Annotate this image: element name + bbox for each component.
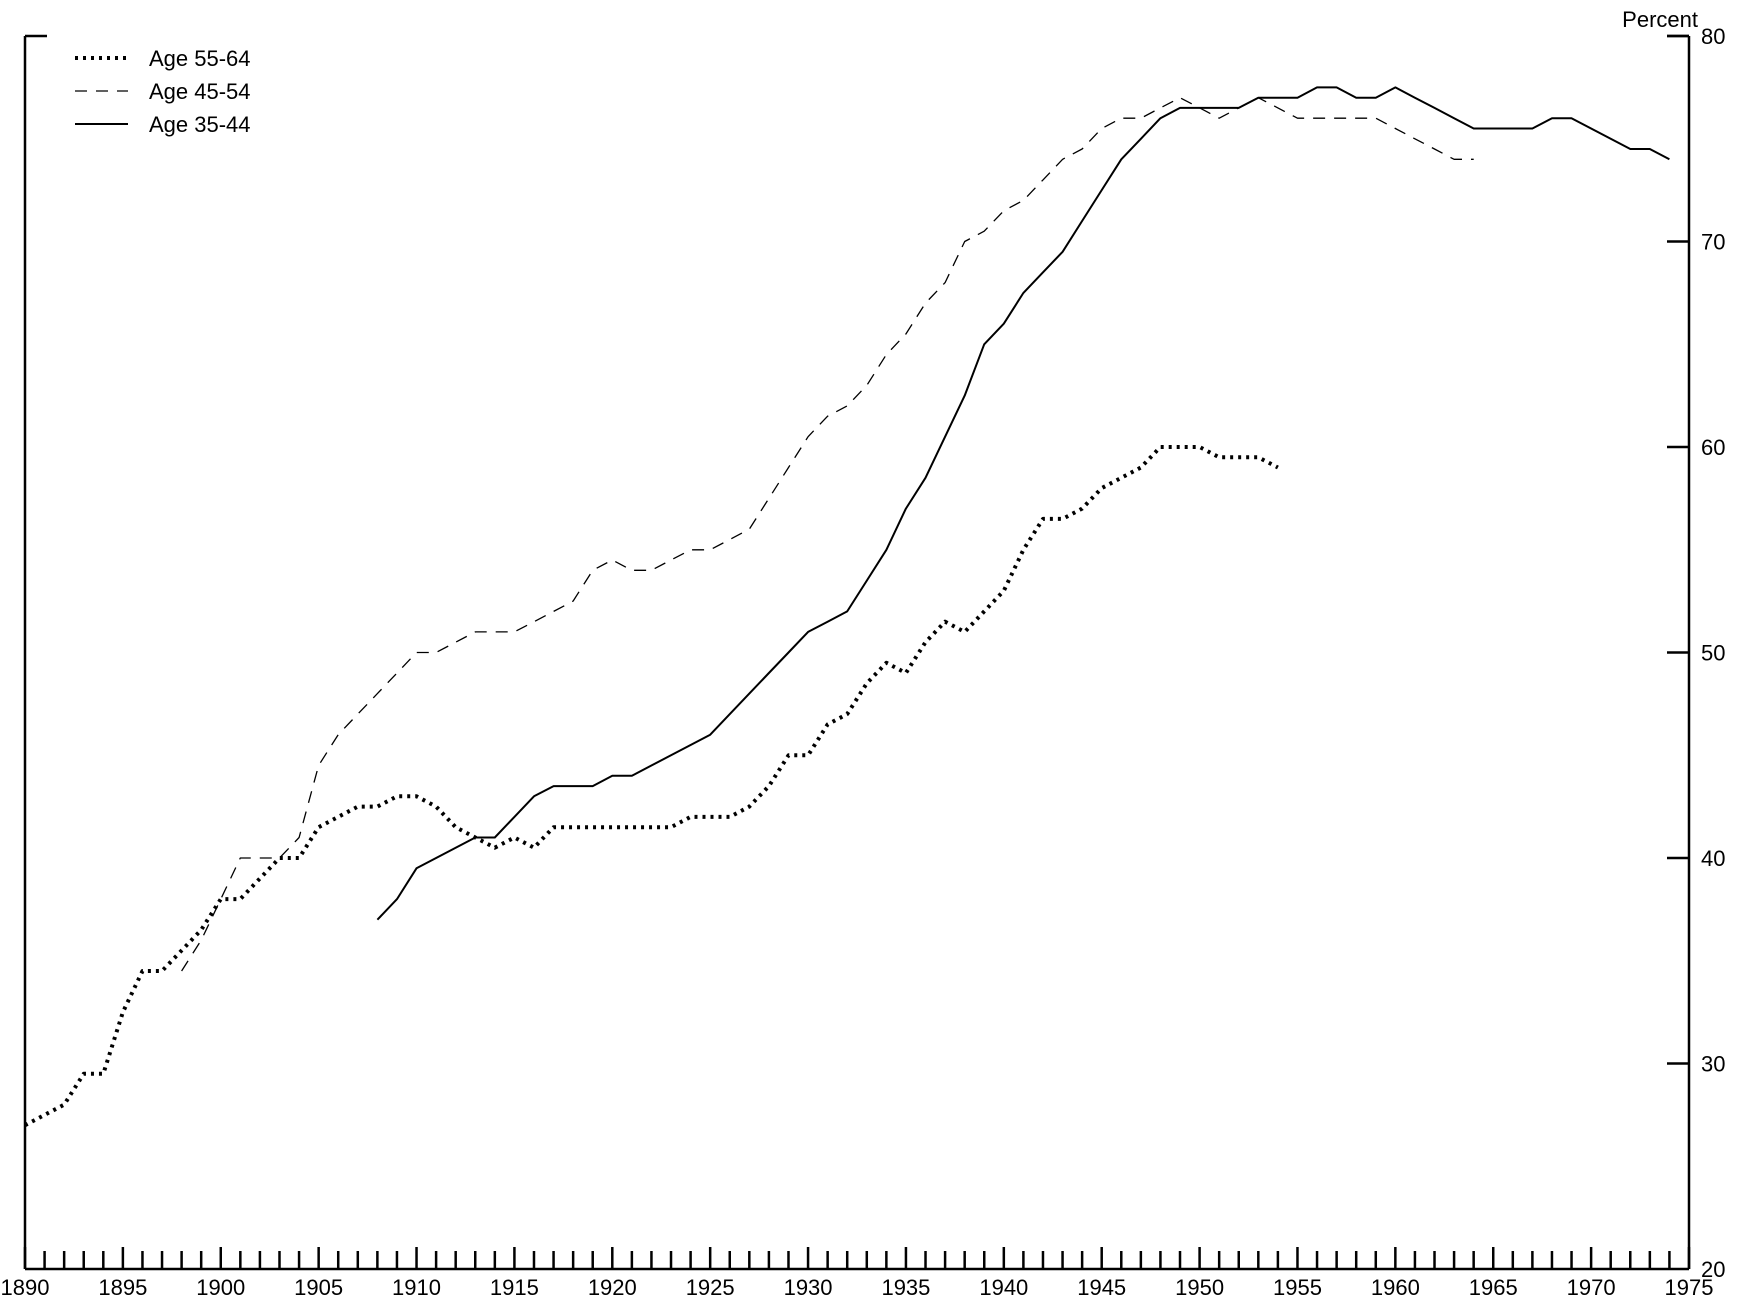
series-line-age-55-64 [24, 445, 1279, 1127]
x-axis-ticks: 1890 1895 1900 1905 1910 1915 1920 1925 1930 1935… [1, 1247, 1714, 1299]
legend-label-age-35-44: Age 35-44 [149, 112, 251, 137]
legend-label-age-55-64: Age 55-64 [149, 46, 251, 71]
y-tick-label: 80 [1701, 24, 1725, 49]
y-tick-label: 70 [1701, 230, 1725, 255]
x-tick-label: 1895 [98, 1275, 147, 1299]
y-tick-label: 60 [1701, 435, 1725, 460]
x-tick-label: 1915 [490, 1275, 539, 1299]
x-tick-label: 1945 [1077, 1275, 1126, 1299]
x-tick-label: 1935 [881, 1275, 930, 1299]
x-tick-label: 1920 [588, 1275, 637, 1299]
x-tick-label: 1940 [979, 1275, 1028, 1299]
y-tick-label: 40 [1701, 846, 1725, 871]
x-tick-label: 1970 [1567, 1275, 1616, 1299]
series-line-age-45-54 [181, 97, 1474, 972]
y-axis-title: Percent [1622, 7, 1698, 32]
x-tick-label: 1955 [1273, 1275, 1322, 1299]
x-tick-label: 1910 [392, 1275, 441, 1299]
y-tick-label: 50 [1701, 641, 1725, 666]
y-tick-label: 30 [1701, 1052, 1725, 1077]
y-axis-ticks: 20 30 40 50 60 70 80 [1667, 24, 1725, 1282]
x-tick-label: 1905 [294, 1275, 343, 1299]
x-tick-label: 1960 [1371, 1275, 1420, 1299]
x-tick-label: 1975 [1665, 1275, 1714, 1299]
x-tick-label: 1950 [1175, 1275, 1224, 1299]
x-tick-label: 1925 [686, 1275, 735, 1299]
series-line-age-35-44 [376, 86, 1670, 921]
series-lines [24, 86, 1670, 1127]
x-tick-label: 1930 [784, 1275, 833, 1299]
legend-label-age-45-54: Age 45-54 [149, 79, 251, 104]
y-tick-label: 20 [1701, 1257, 1725, 1282]
x-tick-label: 1900 [196, 1275, 245, 1299]
x-tick-label: 1890 [1, 1275, 50, 1299]
x-tick-label: 1965 [1469, 1275, 1518, 1299]
legend: Age 55-64 Age 45-54 Age 35-44 [75, 46, 251, 137]
